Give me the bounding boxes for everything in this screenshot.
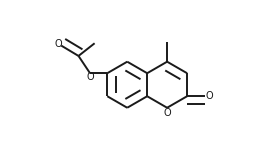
Text: O: O [86,72,94,82]
Text: O: O [163,108,171,118]
Text: O: O [54,39,62,49]
Text: O: O [205,91,213,101]
